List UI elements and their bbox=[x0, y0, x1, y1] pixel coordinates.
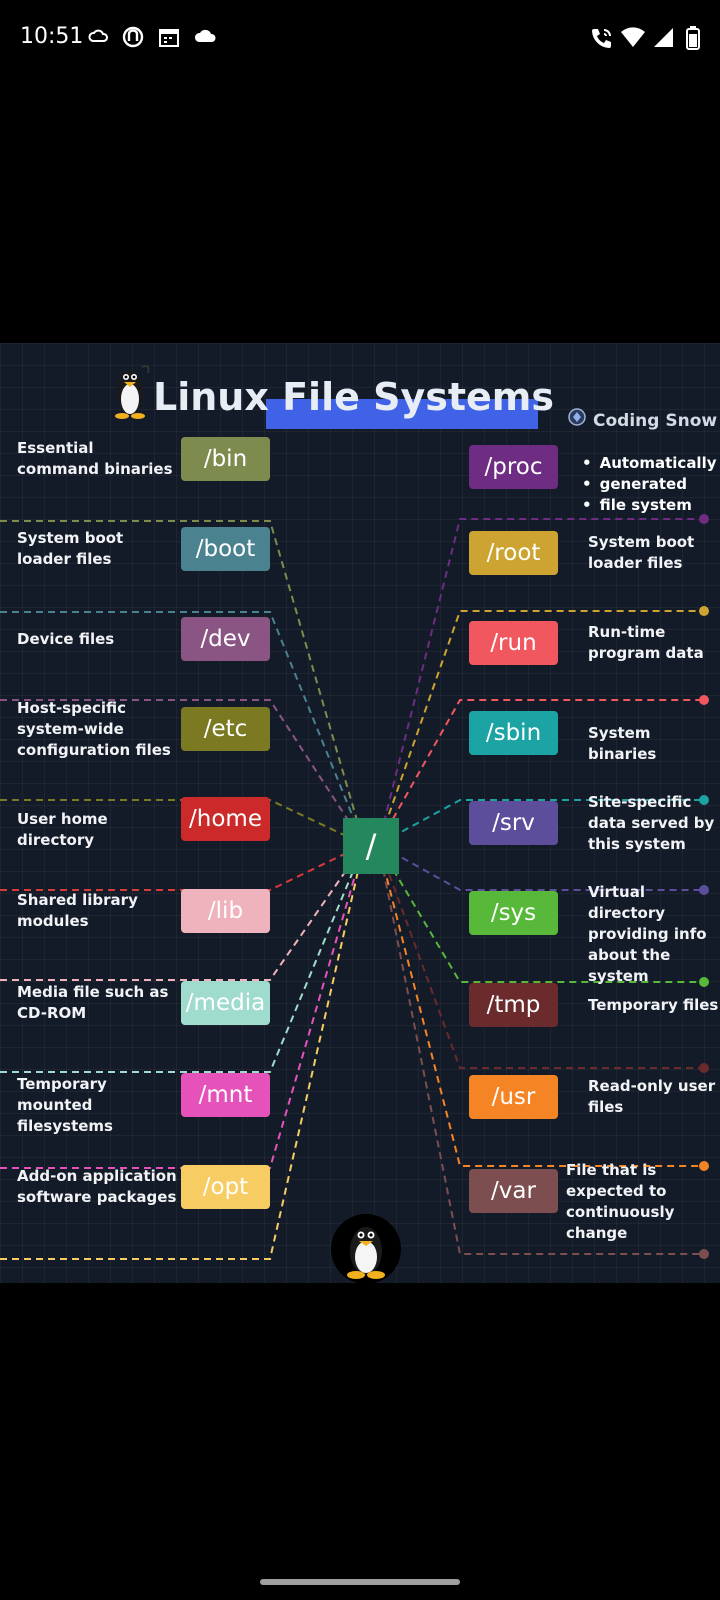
root-directory-node: / bbox=[343, 818, 399, 874]
connector-line bbox=[380, 854, 704, 1167]
dir-desc-mnt: Temporary mounted filesystems bbox=[17, 1075, 113, 1135]
connector-line bbox=[0, 848, 362, 981]
connector-dot bbox=[699, 606, 709, 616]
connector-line bbox=[380, 699, 704, 841]
dir-box-dev: /dev bbox=[181, 617, 270, 661]
page-title: Linux File Systems bbox=[153, 375, 555, 419]
coding-snow-logo-icon bbox=[566, 407, 588, 436]
connector-line bbox=[0, 851, 362, 1073]
connector-line bbox=[380, 851, 704, 1069]
app-notification-icon bbox=[122, 26, 144, 53]
tux-logo-icon bbox=[112, 361, 154, 426]
connector-dot bbox=[699, 1063, 709, 1073]
battery-icon bbox=[686, 26, 700, 55]
connector-dot bbox=[699, 695, 709, 705]
dir-box-mnt: /mnt bbox=[181, 1073, 270, 1117]
connector-line bbox=[380, 857, 704, 1255]
dir-box-sys: /sys bbox=[469, 891, 558, 935]
dir-desc-sbin: System binaries bbox=[588, 723, 657, 763]
wifi-icon bbox=[620, 26, 646, 53]
dir-box-home: /home bbox=[181, 797, 270, 841]
dir-desc-home: User home directory bbox=[17, 809, 108, 849]
dir-desc-srv: Site-specific data served by this system bbox=[588, 792, 715, 853]
dir-box-run: /run bbox=[469, 621, 558, 665]
connector-line bbox=[0, 857, 362, 1260]
dir-desc-opt: Add-on application software packages bbox=[17, 1167, 177, 1206]
proc-bullet-list: Automatically generated file system bbox=[582, 453, 717, 516]
dir-desc-dev: Device files bbox=[17, 629, 115, 648]
dir-desc-etc: Host-specific system-wide configuration … bbox=[17, 698, 171, 759]
wifi-calling-icon bbox=[590, 26, 614, 55]
dir-box-bin: /bin bbox=[181, 437, 270, 481]
connector-line bbox=[0, 699, 362, 841]
title-highlight bbox=[266, 399, 538, 429]
dir-box-media: /media bbox=[181, 981, 270, 1025]
connector-line bbox=[380, 610, 704, 838]
gesture-nav-handle[interactable] bbox=[260, 1579, 460, 1585]
dir-box-etc: /etc bbox=[181, 707, 270, 751]
dir-desc-bin: Essential command binaries bbox=[17, 439, 173, 478]
connector-line bbox=[0, 611, 362, 838]
dir-desc-usr: Read-only user files bbox=[588, 1077, 716, 1116]
dir-box-usr: /usr bbox=[469, 1075, 558, 1119]
dir-box-tmp: /tmp bbox=[469, 983, 558, 1027]
calendar-icon bbox=[158, 26, 180, 53]
connector-line bbox=[380, 799, 704, 844]
connector-dot bbox=[699, 885, 709, 895]
connector-line bbox=[380, 845, 704, 891]
proc-bullet: file system bbox=[582, 495, 717, 516]
dir-box-var: /var bbox=[469, 1169, 558, 1213]
dir-box-opt: /opt bbox=[181, 1165, 270, 1209]
connector-dot bbox=[699, 1161, 709, 1171]
dir-desc-root: System boot loader files bbox=[588, 533, 695, 572]
connector-line bbox=[380, 848, 704, 983]
dir-desc-boot: System boot loader files bbox=[17, 529, 124, 568]
connector-dot bbox=[699, 795, 709, 805]
cellular-signal-icon bbox=[652, 26, 674, 53]
connector-line bbox=[0, 799, 362, 844]
brand-name: Coding Snow bbox=[593, 411, 718, 431]
infographic-image[interactable]: Linux File Systems Coding Snow /bin Essen… bbox=[0, 343, 720, 1283]
connector-line bbox=[0, 520, 362, 835]
dir-box-srv: /srv bbox=[469, 801, 558, 845]
dir-desc-media: Media file such as CD-ROM bbox=[17, 983, 169, 1022]
proc-bullet: Automatically bbox=[582, 453, 717, 474]
status-bar: 10:51 bbox=[0, 0, 720, 80]
connector-lines bbox=[0, 514, 709, 1260]
tux-mascot-icon bbox=[330, 1213, 402, 1283]
cloud-outline-icon bbox=[88, 26, 110, 51]
status-time: 10:51 bbox=[20, 24, 84, 49]
dir-desc-tmp: Temporary files bbox=[588, 995, 719, 1014]
dir-box-boot: /boot bbox=[181, 527, 270, 571]
proc-bullet: generated bbox=[582, 474, 717, 495]
connector-dot bbox=[699, 977, 709, 987]
dir-box-proc: /proc bbox=[469, 445, 558, 489]
connector-line bbox=[0, 845, 362, 891]
connector-line bbox=[0, 854, 362, 1169]
dir-desc-sys: Virtual directory providing info about t… bbox=[588, 882, 707, 985]
dir-box-sbin: /sbin bbox=[469, 711, 558, 755]
cloud-icon bbox=[194, 26, 218, 51]
dir-box-root: /root bbox=[469, 531, 558, 575]
dir-box-lib: /lib bbox=[181, 889, 270, 933]
dir-desc-run: Run-time program data bbox=[588, 623, 704, 662]
dir-desc-lib: Shared library modules bbox=[17, 891, 138, 930]
connector-line bbox=[380, 518, 704, 835]
connector-dot bbox=[699, 514, 709, 524]
dir-desc-var: File that is expected to continuously ch… bbox=[566, 1160, 675, 1242]
connector-dot bbox=[699, 1249, 709, 1259]
